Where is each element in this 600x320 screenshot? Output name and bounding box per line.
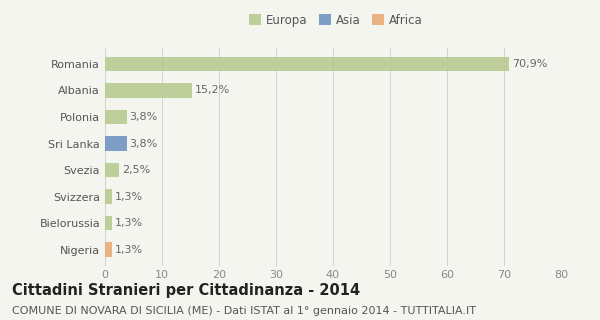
Text: 1,3%: 1,3% (115, 192, 143, 202)
Bar (105, 242, 112, 257)
Text: 1,3%: 1,3% (115, 218, 143, 228)
Text: 2,5%: 2,5% (122, 165, 151, 175)
Text: Cittadini Stranieri per Cittadinanza - 2014: Cittadini Stranieri per Cittadinanza - 2… (12, 283, 360, 298)
Bar (105, 83, 191, 98)
Bar (105, 136, 127, 151)
Bar (105, 216, 112, 230)
Text: 15,2%: 15,2% (194, 85, 230, 95)
Text: 3,8%: 3,8% (130, 139, 158, 148)
Bar (105, 57, 509, 71)
Bar (105, 189, 112, 204)
Text: 70,9%: 70,9% (512, 59, 547, 69)
Bar (105, 163, 119, 177)
Legend: Europa, Asia, Africa: Europa, Asia, Africa (245, 9, 427, 32)
Text: 1,3%: 1,3% (115, 245, 143, 255)
Text: 3,8%: 3,8% (130, 112, 158, 122)
Bar (105, 110, 127, 124)
Text: COMUNE DI NOVARA DI SICILIA (ME) - Dati ISTAT al 1° gennaio 2014 - TUTTITALIA.IT: COMUNE DI NOVARA DI SICILIA (ME) - Dati … (12, 306, 476, 316)
